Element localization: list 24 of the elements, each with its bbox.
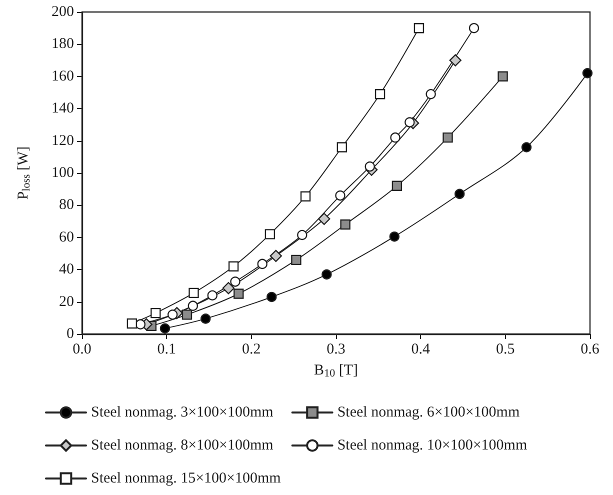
y-tick-label: 60 (59, 229, 74, 246)
y-tick-label: 100 (52, 165, 74, 181)
legend-label: Steel nonmag. 10×100×100mm (337, 438, 528, 454)
x-tick-label: 0.4 (411, 342, 431, 358)
y-tick-label: 80 (59, 197, 74, 214)
x-tick-label: 0.2 (242, 342, 261, 358)
y-tick-label: 0 (66, 326, 74, 342)
legend-label: Steel nonmag. 6×100×100mm (337, 404, 520, 420)
x-tick-label: 0.0 (72, 342, 92, 358)
x-tick-label: 0.5 (496, 342, 515, 358)
y-tick-label: 120 (52, 132, 74, 149)
y-tick-label: 140 (52, 100, 74, 117)
legend-label: Steel nonmag. 8×100×100mm (91, 438, 274, 454)
y-tick-label: 160 (52, 68, 74, 84)
y-tick-label: 20 (59, 294, 74, 310)
x-tick-label: 0.1 (157, 342, 176, 358)
x-tick-label: 0.6 (580, 342, 600, 358)
x-tick-label: 0.3 (326, 342, 346, 358)
legend-label: Steel nonmag. 3×100×100mm (91, 404, 274, 420)
y-tick-label: 180 (52, 36, 74, 52)
y-tick-label: 200 (52, 4, 74, 20)
y-axis-title: Ploss [W] (16, 146, 32, 200)
y-tick-label: 40 (59, 262, 74, 278)
legend-label: Steel nonmag. 15×100×100mm (91, 470, 282, 486)
